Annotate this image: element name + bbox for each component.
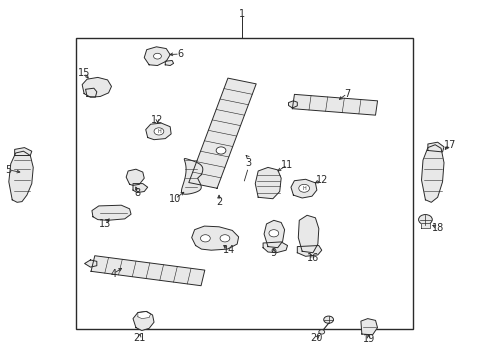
Circle shape bbox=[418, 215, 431, 225]
Text: 11: 11 bbox=[281, 160, 293, 170]
Circle shape bbox=[216, 147, 225, 154]
Text: 14: 14 bbox=[222, 245, 235, 255]
Polygon shape bbox=[92, 205, 131, 220]
Circle shape bbox=[154, 128, 163, 135]
Polygon shape bbox=[421, 145, 443, 202]
Text: 4: 4 bbox=[110, 269, 116, 279]
Text: 7: 7 bbox=[344, 89, 349, 99]
Text: 5: 5 bbox=[6, 165, 12, 175]
Text: 15: 15 bbox=[78, 68, 90, 78]
Polygon shape bbox=[255, 167, 281, 199]
Text: 10: 10 bbox=[168, 194, 181, 204]
Text: 16: 16 bbox=[306, 253, 319, 264]
Polygon shape bbox=[181, 158, 203, 194]
Polygon shape bbox=[126, 169, 144, 185]
Text: 20: 20 bbox=[310, 333, 323, 343]
Polygon shape bbox=[427, 142, 443, 152]
Polygon shape bbox=[298, 215, 318, 253]
Circle shape bbox=[268, 230, 278, 237]
Polygon shape bbox=[84, 260, 97, 267]
Polygon shape bbox=[360, 319, 377, 335]
Polygon shape bbox=[133, 311, 154, 330]
Text: 18: 18 bbox=[430, 222, 443, 233]
Polygon shape bbox=[264, 220, 284, 248]
Polygon shape bbox=[288, 101, 297, 108]
Polygon shape bbox=[263, 242, 287, 253]
Polygon shape bbox=[144, 47, 170, 66]
Polygon shape bbox=[133, 184, 147, 193]
Polygon shape bbox=[420, 223, 429, 228]
Text: 12: 12 bbox=[151, 114, 163, 125]
Circle shape bbox=[220, 235, 229, 242]
Text: 21: 21 bbox=[133, 333, 145, 343]
Text: 6: 6 bbox=[177, 49, 183, 59]
Circle shape bbox=[200, 235, 210, 242]
Polygon shape bbox=[188, 78, 256, 188]
Circle shape bbox=[318, 330, 324, 334]
Text: 19: 19 bbox=[362, 334, 375, 344]
Polygon shape bbox=[145, 123, 171, 140]
Text: H: H bbox=[157, 129, 161, 134]
Text: 2: 2 bbox=[216, 197, 222, 207]
Polygon shape bbox=[191, 226, 238, 250]
Polygon shape bbox=[165, 60, 173, 66]
Polygon shape bbox=[85, 88, 97, 97]
Polygon shape bbox=[9, 151, 33, 202]
Polygon shape bbox=[91, 256, 204, 286]
Polygon shape bbox=[15, 148, 32, 156]
Text: 8: 8 bbox=[135, 188, 141, 198]
Text: 17: 17 bbox=[443, 140, 455, 150]
Polygon shape bbox=[290, 179, 316, 198]
Circle shape bbox=[153, 53, 161, 59]
Polygon shape bbox=[297, 246, 321, 256]
Circle shape bbox=[298, 184, 309, 192]
Polygon shape bbox=[292, 94, 377, 115]
Text: 9: 9 bbox=[270, 248, 276, 258]
Circle shape bbox=[323, 316, 333, 323]
Text: 3: 3 bbox=[245, 158, 251, 168]
Text: 13: 13 bbox=[99, 219, 111, 229]
Text: 1: 1 bbox=[239, 9, 244, 19]
Text: H: H bbox=[302, 186, 305, 191]
Polygon shape bbox=[138, 311, 150, 319]
Text: 12: 12 bbox=[315, 175, 327, 185]
Bar bbox=[76, 38, 412, 329]
Polygon shape bbox=[82, 77, 111, 97]
